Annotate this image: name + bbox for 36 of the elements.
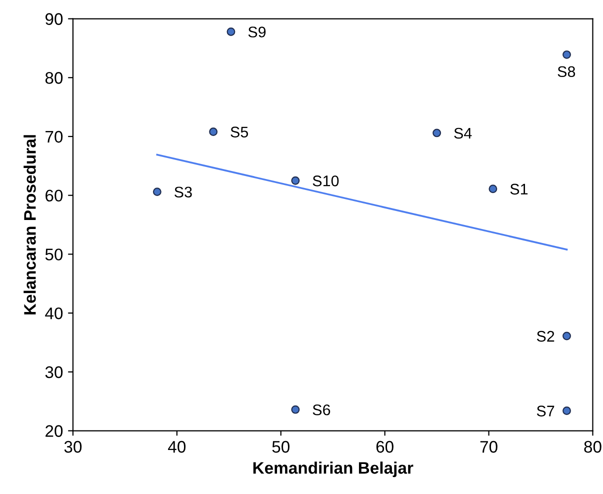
y-tick-label: 60 [46, 190, 63, 202]
y-tick-label: 30 [45, 366, 63, 378]
y-tick-label: 50 [45, 248, 63, 260]
y-axis-title: Kelancaran Prosedural [24, 135, 36, 314]
annotation: S7 [536, 406, 554, 416]
point [488, 184, 498, 194]
point [562, 406, 571, 415]
point [291, 176, 300, 185]
y-tick-label: 40 [45, 307, 63, 320]
point [291, 405, 300, 414]
x-tick-label: 50 [272, 440, 290, 453]
x-tick-label: 70 [480, 440, 498, 453]
point [226, 27, 236, 36]
annotation: S9 [248, 26, 266, 38]
x-tick-label: 40 [168, 440, 186, 453]
point [562, 50, 571, 59]
y-tick-label: 90 [45, 13, 63, 25]
annotation: S2 [536, 330, 554, 342]
annotation: S8 [558, 66, 576, 78]
x-tick-label: 30 [64, 440, 82, 453]
y-tick-label: 70 [46, 130, 63, 143]
annotation: S1 [510, 184, 528, 195]
annotation: S6 [312, 404, 330, 416]
annotation: S10 [312, 176, 339, 186]
y-tick-label: 80 [45, 72, 63, 84]
annotation: S3 [174, 186, 192, 198]
point [152, 188, 162, 196]
x-tick-label: 80 [584, 440, 602, 453]
point [562, 332, 571, 340]
annotation: S4 [454, 128, 472, 139]
point [209, 128, 218, 136]
y-tick-label: 20 [46, 425, 63, 437]
x-tick-label: 60 [376, 440, 394, 453]
point [432, 128, 442, 138]
x-axis-title: Kemandirian Belajar [253, 462, 414, 478]
annotation: S5 [230, 126, 248, 138]
